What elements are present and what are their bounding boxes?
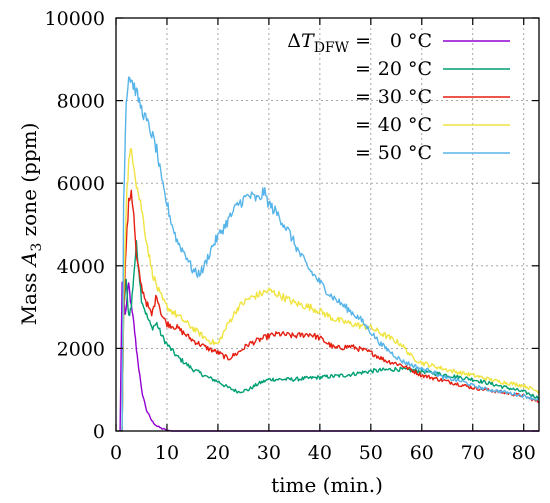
legend-title-symbol: Δ (287, 30, 301, 52)
legend-label: 30 °C (378, 86, 432, 108)
x-tick-label: 40 (308, 442, 332, 464)
legend-eq: = (355, 86, 371, 108)
y-axis-title: Mass A3 zone (ppm) (17, 123, 45, 326)
y-axis-title-pre: Mass (17, 266, 41, 325)
x-tick-label: 70 (461, 442, 485, 464)
series-line-4 (121, 76, 540, 432)
x-tick-label: 30 (257, 442, 281, 464)
series-line-3 (121, 148, 540, 432)
legend-title-eq: = (349, 30, 371, 52)
series-line-2 (121, 189, 540, 432)
x-axis-title: time (min.) (271, 473, 383, 497)
x-tick-label: 10 (155, 442, 179, 464)
y-axis-title-var: A (17, 252, 41, 268)
x-tick-label: 60 (410, 442, 434, 464)
y-tick-label: 4000 (57, 256, 105, 278)
legend-entry: = 40 °C (355, 114, 510, 136)
legend-title: ΔTDFW = (287, 30, 371, 56)
series-line-0 (119, 281, 539, 432)
legend-entry: = 50 °C (355, 142, 510, 164)
legend-eq: = (355, 58, 371, 80)
y-tick-label: 6000 (57, 173, 105, 195)
legend-entry: 0 °C (390, 30, 510, 52)
legend-title-var: T (301, 30, 315, 52)
legend-eq: = (355, 142, 371, 164)
legend-entries: 0 °C = 20 °C = 30 °C = 40 °C = 50 °C (355, 30, 510, 164)
y-tick-label: 10000 (45, 8, 105, 30)
series-layer (119, 76, 540, 432)
legend-title-sub: DFW (314, 40, 350, 56)
y-axis-title-sub: 3 (29, 243, 45, 252)
y-axis-title-post: zone (ppm) (17, 123, 41, 243)
x-tick-label: 80 (512, 442, 536, 464)
tick-labels: 0 10 20 30 40 50 60 70 80 0 2000 4000 6000 8000 10000 (45, 8, 536, 464)
legend-entry: = 20 °C (355, 58, 510, 80)
ticks (115, 17, 539, 432)
grid (116, 18, 539, 431)
x-tick-label: 50 (359, 442, 383, 464)
legend-label: 50 °C (378, 142, 432, 164)
y-tick-label: 0 (93, 421, 105, 443)
x-tick-label: 0 (110, 442, 122, 464)
legend-entry: = 30 °C (355, 86, 510, 108)
series-line-1 (121, 240, 540, 432)
legend: ΔTDFW = 0 °C = 20 °C = 30 °C = 40 °C = 50 °C (287, 30, 510, 164)
legend-eq: = (355, 114, 371, 136)
y-tick-label: 2000 (57, 338, 105, 360)
x-tick-label: 20 (206, 442, 230, 464)
legend-label: 40 °C (378, 114, 432, 136)
plot-frame (115, 17, 540, 432)
y-tick-label: 8000 (57, 91, 105, 113)
legend-label: 20 °C (378, 58, 432, 80)
legend-label: 0 °C (390, 30, 432, 52)
